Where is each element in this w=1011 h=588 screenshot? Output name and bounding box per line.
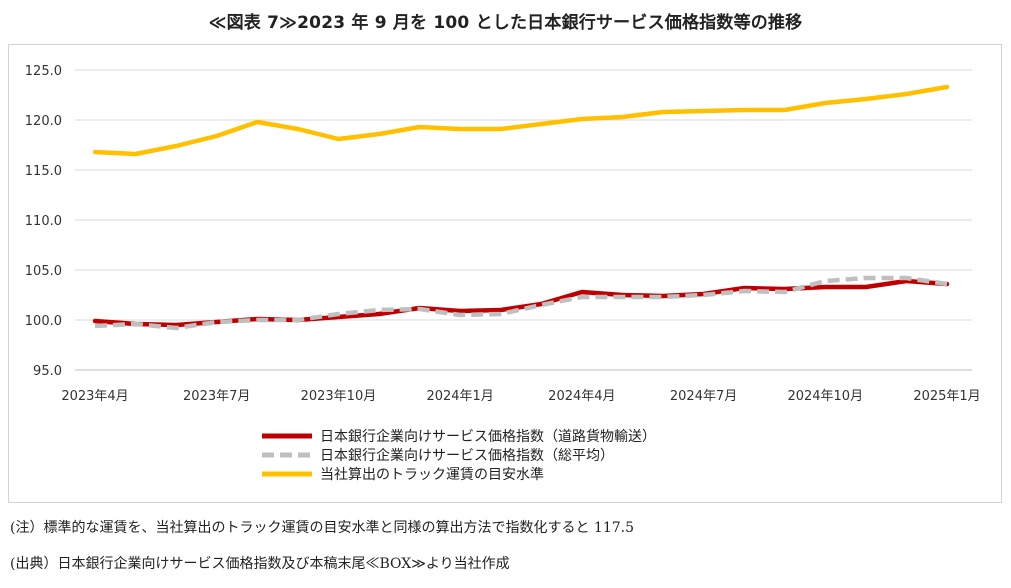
y-tick-label: 115.0 (25, 164, 62, 179)
x-tick-label: 2023年4月 (61, 389, 128, 404)
y-tick-label: 100.0 (25, 314, 62, 329)
legend-label: 日本銀行企業向けサービス価格指数（道路貨物輸送） (320, 428, 656, 445)
x-tick-label: 2024年7月 (670, 389, 737, 404)
x-tick-label: 2024年10月 (787, 389, 863, 404)
x-tick-label: 2024年1月 (426, 389, 493, 404)
y-tick-label: 125.0 (25, 64, 62, 79)
y-tick-label: 120.0 (25, 114, 62, 129)
x-tick-label: 2023年7月 (183, 389, 250, 404)
legend-label: 日本銀行企業向けサービス価格指数（総平均） (320, 447, 614, 464)
series-line (92, 278, 950, 328)
legend-label: 当社算出のトラック運賃の目安水準 (320, 467, 544, 483)
note-text: (注）標準的な運賃を、当社算出のトラック運賃の目安水準と同様の算出方法で指数化す… (10, 520, 634, 536)
x-tick-label: 2025年1月 (913, 389, 980, 404)
x-tick-label: 2024年4月 (548, 389, 615, 404)
x-tick-label: 2023年10月 (301, 389, 377, 404)
source-text: (出典）日本銀行企業向けサービス価格指数及び本稿末尾≪BOX≫より当社作成 (10, 556, 510, 572)
y-tick-label: 105.0 (25, 264, 62, 279)
chart-title: ≪図表 7≫2023 年 9 月を 100 とした日本銀行サービス価格指数等の推… (208, 13, 803, 33)
series-line (92, 84, 950, 157)
y-tick-label: 110.0 (25, 214, 62, 229)
y-tick-label: 95.0 (33, 364, 62, 379)
